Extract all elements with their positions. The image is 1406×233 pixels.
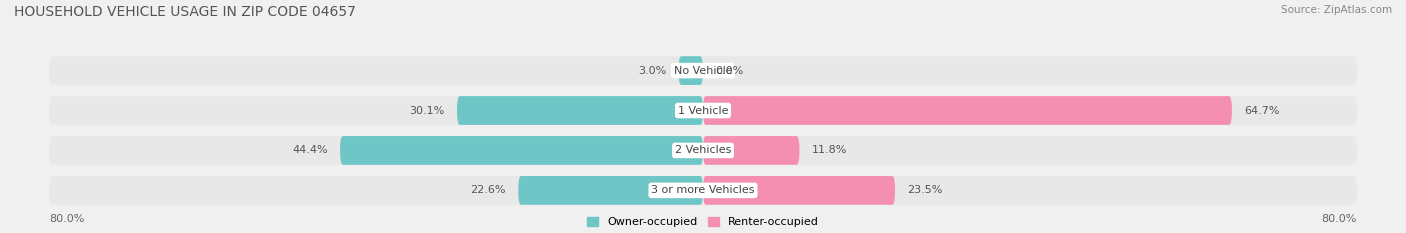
Text: 2 Vehicles: 2 Vehicles (675, 145, 731, 155)
FancyBboxPatch shape (49, 56, 1357, 85)
FancyBboxPatch shape (703, 96, 1232, 125)
Text: Source: ZipAtlas.com: Source: ZipAtlas.com (1281, 5, 1392, 15)
FancyBboxPatch shape (49, 136, 1357, 165)
Text: 23.5%: 23.5% (907, 185, 943, 195)
FancyBboxPatch shape (49, 96, 1357, 125)
Text: 0.0%: 0.0% (716, 65, 744, 75)
FancyBboxPatch shape (519, 176, 703, 205)
Legend: Owner-occupied, Renter-occupied: Owner-occupied, Renter-occupied (586, 217, 820, 227)
Text: 22.6%: 22.6% (471, 185, 506, 195)
FancyBboxPatch shape (49, 176, 1357, 205)
Text: 11.8%: 11.8% (811, 145, 846, 155)
Text: 80.0%: 80.0% (1322, 214, 1357, 223)
FancyBboxPatch shape (340, 136, 703, 165)
Text: No Vehicle: No Vehicle (673, 65, 733, 75)
Text: HOUSEHOLD VEHICLE USAGE IN ZIP CODE 04657: HOUSEHOLD VEHICLE USAGE IN ZIP CODE 0465… (14, 5, 356, 19)
Text: 44.4%: 44.4% (292, 145, 328, 155)
FancyBboxPatch shape (679, 56, 703, 85)
Text: 3.0%: 3.0% (638, 65, 666, 75)
FancyBboxPatch shape (703, 136, 800, 165)
Text: 64.7%: 64.7% (1244, 106, 1279, 116)
FancyBboxPatch shape (457, 96, 703, 125)
FancyBboxPatch shape (703, 176, 896, 205)
Text: 3 or more Vehicles: 3 or more Vehicles (651, 185, 755, 195)
Text: 1 Vehicle: 1 Vehicle (678, 106, 728, 116)
Text: 30.1%: 30.1% (409, 106, 444, 116)
Text: 80.0%: 80.0% (49, 214, 84, 223)
